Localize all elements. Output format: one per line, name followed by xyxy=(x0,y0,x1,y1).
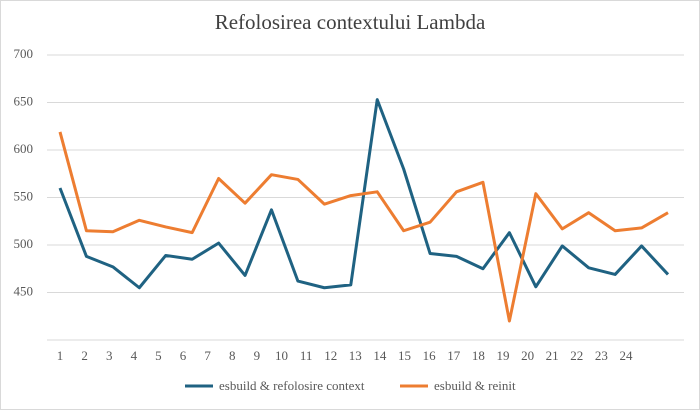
series-line xyxy=(58,131,669,323)
y-tick-label: 500 xyxy=(14,236,34,251)
x-tick-label: 12 xyxy=(324,348,337,363)
x-tick-label: 10 xyxy=(275,348,288,363)
x-tick-label: 23 xyxy=(595,348,608,363)
x-tick-label: 4 xyxy=(131,348,138,363)
y-tick-label: 650 xyxy=(14,93,34,108)
x-tick-label: 16 xyxy=(423,348,437,363)
x-tick-label: 11 xyxy=(300,348,313,363)
x-tick-label: 22 xyxy=(570,348,583,363)
x-tick-label: 15 xyxy=(398,348,411,363)
x-tick-label: 7 xyxy=(204,348,211,363)
x-tick-label: 8 xyxy=(229,348,236,363)
x-tick-label: 1 xyxy=(57,348,64,363)
y-tick-label: 450 xyxy=(14,283,34,298)
x-tick-label: 18 xyxy=(472,348,485,363)
legend-label: esbuild & refolosire context xyxy=(219,378,365,393)
x-tick-label: 6 xyxy=(180,348,187,363)
x-tick-label: 14 xyxy=(373,348,387,363)
x-tick-label: 9 xyxy=(254,348,261,363)
x-tick-label: 5 xyxy=(155,348,162,363)
y-tick-label: 600 xyxy=(14,141,34,156)
x-tick-label: 24 xyxy=(620,348,634,363)
x-tick-label: 3 xyxy=(106,348,113,363)
x-tick-label: 2 xyxy=(81,348,88,363)
x-tick-label: 20 xyxy=(521,348,534,363)
x-tick-label: 21 xyxy=(546,348,559,363)
chart-title: Refolosirea contextului Lambda xyxy=(215,10,486,34)
x-tick-label: 13 xyxy=(349,348,362,363)
legend-label: esbuild & reinit xyxy=(434,378,516,393)
y-tick-label: 700 xyxy=(14,46,34,61)
x-tick-label: 17 xyxy=(447,348,461,363)
x-tick-label: 19 xyxy=(496,348,509,363)
y-tick-label: 550 xyxy=(14,188,34,203)
